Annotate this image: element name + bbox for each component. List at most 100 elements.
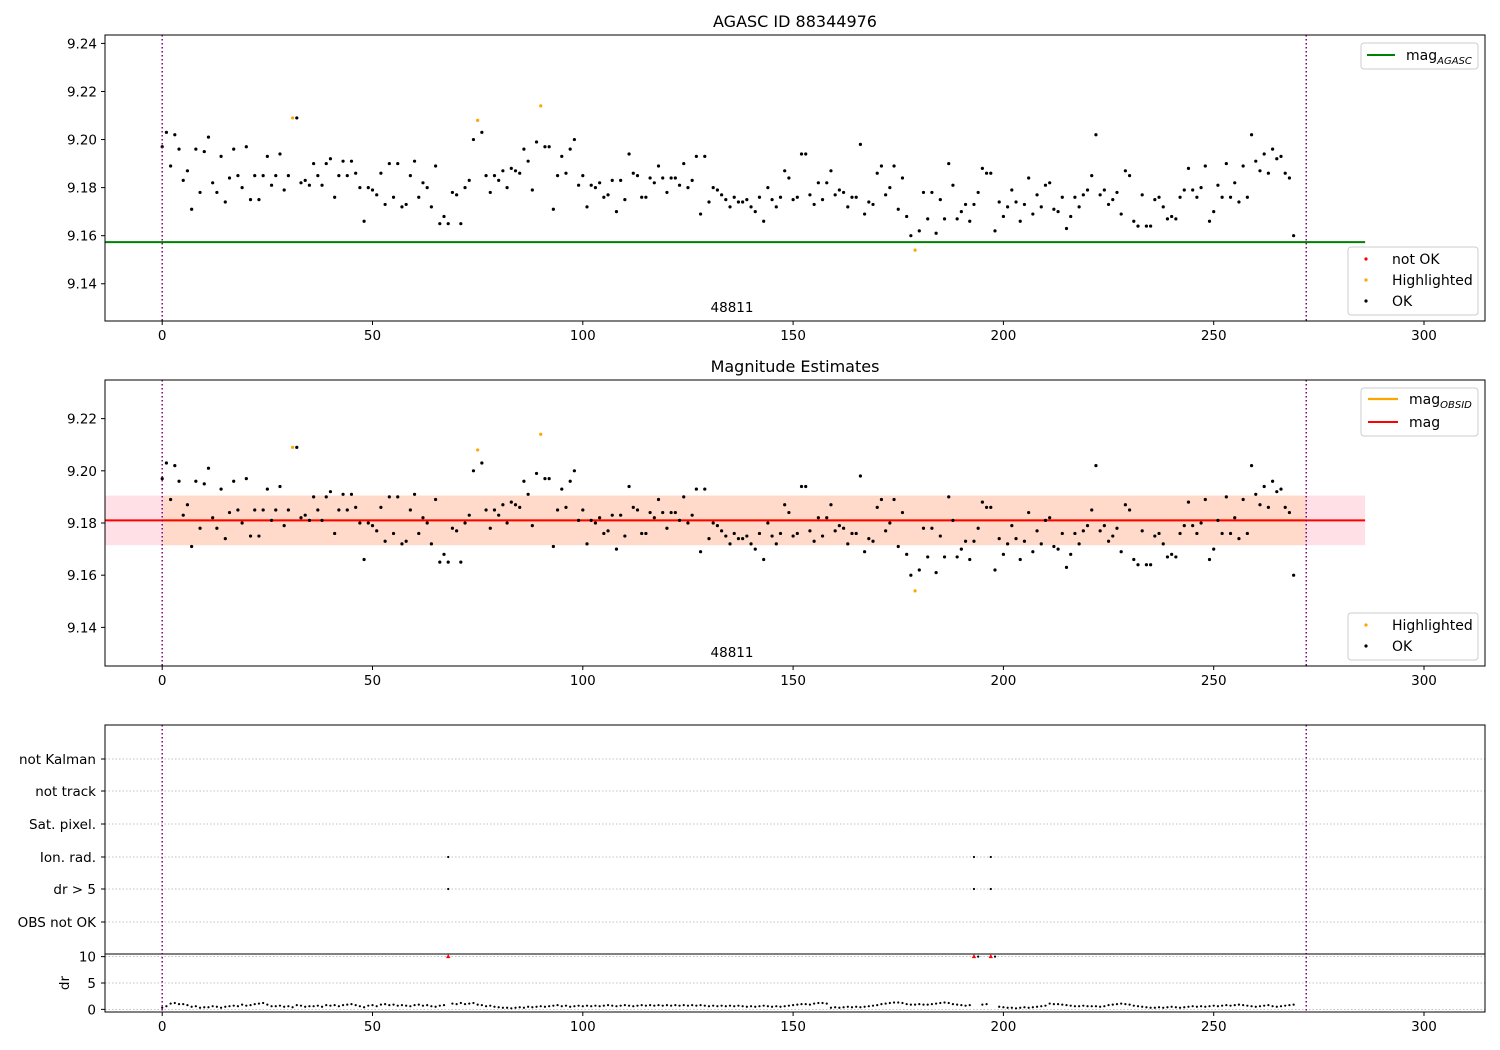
magnitude-ok-point	[1098, 529, 1102, 533]
dr-point	[922, 1003, 925, 1006]
magnitude-ok-point	[1010, 524, 1014, 528]
agasc-ok-point	[396, 161, 400, 166]
agasc-ok-point	[177, 147, 181, 151]
dr-point	[1199, 1005, 1203, 1008]
dr-point	[219, 1006, 223, 1009]
agasc-ok-point	[593, 186, 598, 190]
magnitude-ok-point	[379, 505, 383, 509]
agasc-ok-point	[1161, 205, 1165, 209]
magnitude-ok-point	[762, 557, 766, 562]
agasc-ok-point	[232, 147, 236, 151]
magnitude-ok-point	[829, 503, 833, 507]
dr-point	[531, 1006, 534, 1009]
dr-point	[320, 1005, 324, 1008]
agasc-ok-point	[1027, 176, 1031, 180]
dr-point	[733, 1005, 736, 1008]
dr-point	[998, 1005, 1001, 1008]
agasc-ok-point	[623, 198, 627, 202]
dr-point	[249, 1004, 252, 1007]
agasc-ok-point	[463, 186, 467, 190]
agasc-ok-point	[526, 159, 530, 163]
dr-point	[1099, 1005, 1102, 1008]
agasc-ok-point	[253, 173, 257, 178]
dr-point	[1157, 1006, 1161, 1009]
dr-point	[1271, 1005, 1274, 1008]
agasc-ok-point	[383, 202, 387, 207]
magnitude-ok-point	[753, 547, 757, 551]
magnitude-ok-point	[787, 510, 791, 515]
magnitude-ok-point	[783, 503, 787, 507]
agasc-ok-point	[1254, 159, 1258, 163]
agasc-ok-point	[1157, 195, 1161, 199]
dr-point	[674, 1004, 677, 1007]
magnitude-ok-point	[1149, 563, 1153, 567]
dr-point	[1014, 1007, 1018, 1010]
dr-point	[384, 1002, 387, 1006]
magnitude-ok-point	[492, 508, 497, 512]
dr-point	[505, 1006, 509, 1009]
dr-point	[653, 1004, 656, 1007]
dr-point	[1229, 1004, 1232, 1007]
magnitude-ok-point	[1237, 537, 1241, 541]
agasc-ok-point	[959, 210, 963, 214]
agasc-ok-point	[349, 159, 354, 163]
dr-point	[1115, 1002, 1119, 1006]
dr-point	[825, 1002, 828, 1005]
magnitude-ok-point	[938, 534, 942, 538]
dr-point	[846, 1005, 849, 1008]
magnitude-ok-point	[320, 518, 324, 522]
magnitude-ok-point	[1157, 531, 1161, 536]
agasc-ok-point	[951, 183, 955, 187]
agasc-ok-point	[648, 176, 652, 180]
flags-x-tick-label: 0	[158, 1019, 167, 1035]
magnitude-x-tick-label: 100	[570, 673, 596, 689]
magnitude-ok-point	[833, 529, 837, 533]
flag-label: OBS not OK	[18, 915, 98, 931]
magnitude-ok-point	[686, 521, 690, 525]
agasc-ok-point	[555, 173, 560, 178]
dr-point	[1103, 1005, 1106, 1008]
magnitude-ok-point	[593, 521, 598, 525]
agasc-panel-title: AGASC ID 88344976	[713, 12, 877, 31]
dr-point	[758, 1005, 761, 1008]
agasc-ok-point	[480, 130, 484, 134]
agasc-ok-point	[265, 154, 269, 158]
agasc-ok-point	[1069, 214, 1073, 219]
magnitude-ok-point	[1056, 547, 1060, 551]
magnitude-ok-point	[846, 542, 850, 546]
magnitude-ok-point	[1077, 542, 1081, 546]
dr-point	[1061, 1003, 1064, 1006]
agasc-ok-point	[1098, 193, 1102, 197]
magnitude-ok-point	[732, 531, 736, 536]
magnitude-ok-point	[522, 479, 526, 483]
agasc-ok-point	[312, 161, 316, 166]
dr-point	[459, 1001, 462, 1005]
dr-point	[993, 955, 997, 958]
dr-point	[1275, 1005, 1278, 1008]
agasc-ok-point	[1216, 183, 1220, 187]
dr-point	[1183, 1006, 1186, 1009]
agasc-ok-point	[1127, 173, 1132, 178]
dr-point	[215, 1005, 218, 1008]
agasc-ok-point	[909, 234, 913, 238]
agasc-ok-point	[820, 198, 825, 202]
dr-point	[514, 1006, 517, 1009]
magnitude-ok-point	[568, 479, 572, 483]
dr-point	[935, 1002, 938, 1005]
magnitude-ok-point	[362, 557, 366, 562]
dr-point	[863, 1005, 866, 1008]
dr-point	[224, 1005, 227, 1008]
dr-point	[1048, 1002, 1051, 1005]
agasc-ok-point	[509, 166, 513, 170]
magnitude-x-tick-label: 200	[991, 673, 1017, 689]
dr-point	[817, 1001, 820, 1005]
agasc-ok-point	[635, 173, 640, 178]
dr-point	[173, 1001, 176, 1005]
magnitude-ok-point	[778, 531, 783, 536]
agasc-ok-point	[1279, 154, 1283, 158]
dr-point	[585, 1004, 589, 1007]
magnitude-ok-point	[1052, 544, 1056, 549]
dr-point	[661, 1004, 664, 1007]
agasc-ok-point	[749, 205, 753, 209]
dr-point	[783, 1005, 786, 1008]
